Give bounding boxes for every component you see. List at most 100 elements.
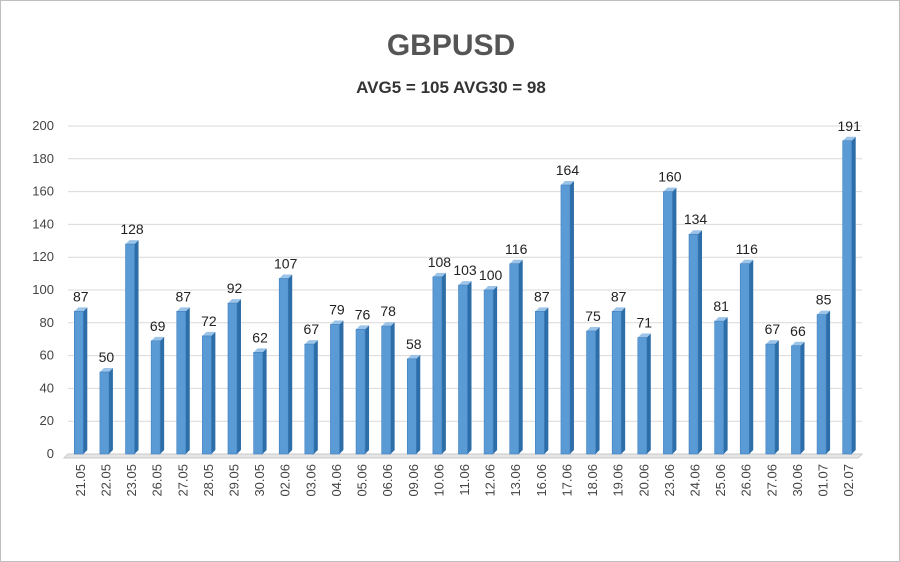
bar — [637, 337, 648, 455]
y-tick-label: 0 — [47, 446, 54, 461]
data-label: 87 — [175, 288, 191, 304]
x-tick-label: 03.06 — [303, 464, 318, 497]
bar-side — [416, 354, 421, 454]
bar — [739, 263, 750, 455]
x-tick-label: 06.06 — [380, 464, 395, 497]
data-label: 71 — [637, 315, 653, 331]
data-label: 116 — [505, 241, 528, 257]
bar-side — [160, 336, 165, 454]
bar-top — [484, 286, 498, 290]
y-tick-label: 20 — [40, 413, 54, 428]
x-tick-label: 30.05 — [252, 464, 267, 497]
data-label: 79 — [329, 301, 345, 317]
bar-side — [621, 307, 626, 454]
x-tick-label: 19.06 — [611, 464, 626, 497]
bar-side — [544, 307, 549, 454]
bar — [688, 233, 699, 455]
y-tick-label: 120 — [32, 249, 54, 264]
bar-top — [356, 325, 370, 330]
bar-side — [236, 299, 241, 454]
bar-top — [304, 340, 318, 345]
bar-side — [569, 181, 574, 455]
bar — [611, 311, 622, 455]
bar-side — [518, 259, 523, 454]
bar-side — [723, 317, 728, 454]
bar — [791, 345, 801, 455]
bar — [253, 352, 263, 455]
bar-top — [740, 259, 754, 264]
chart-subtitle: AVG5 = 105 AVG30 = 98 — [356, 78, 546, 97]
data-label: 134 — [684, 211, 708, 227]
x-tick-label: 20.06 — [636, 464, 651, 497]
chart-title: GBPUSD — [386, 29, 516, 62]
bar — [432, 276, 443, 455]
x-tick-label: 09.06 — [406, 464, 421, 497]
bar — [842, 140, 852, 455]
bar-side — [211, 331, 216, 454]
x-tick-label: 17.06 — [559, 464, 574, 497]
data-label: 107 — [274, 256, 298, 272]
data-label: 72 — [201, 313, 217, 329]
x-tick-label: 16.06 — [534, 464, 549, 497]
x-tick-label: 22.05 — [98, 464, 113, 497]
bar-top — [791, 341, 805, 346]
bar-top — [381, 322, 395, 327]
data-label: 85 — [816, 292, 832, 308]
x-tick-label: 25.06 — [713, 464, 728, 497]
bar-top — [842, 136, 856, 141]
data-label: 191 — [838, 118, 862, 134]
x-tick-label: 30.06 — [790, 464, 805, 497]
x-tick-label: 26.06 — [739, 464, 754, 497]
bar-side — [800, 341, 805, 454]
x-tick-label: 01.07 — [816, 464, 831, 497]
bar-side — [749, 259, 754, 454]
data-label: 128 — [120, 221, 144, 237]
bar-side — [390, 322, 395, 454]
data-label: 50 — [99, 349, 115, 365]
bar-side — [365, 325, 370, 454]
bar-side — [185, 307, 190, 454]
bar-top — [74, 307, 88, 312]
x-tick-label: 05.06 — [355, 464, 370, 497]
bar-top — [535, 307, 549, 312]
bar — [99, 371, 110, 455]
y-tick-label: 100 — [32, 282, 54, 297]
bar — [330, 324, 340, 455]
bar-top — [330, 320, 344, 325]
x-tick-label: 11.06 — [457, 464, 472, 496]
bar-side — [851, 136, 856, 454]
bar-side — [672, 187, 677, 454]
data-label: 87 — [611, 288, 627, 304]
data-label: 78 — [380, 303, 396, 319]
bar-top — [176, 307, 190, 312]
data-label: 67 — [304, 321, 320, 337]
bar — [202, 335, 212, 455]
data-label: 92 — [227, 280, 243, 296]
bar-side — [108, 368, 113, 454]
data-label: 116 — [736, 241, 759, 257]
bar — [355, 329, 366, 455]
bar — [458, 284, 468, 455]
bar — [176, 311, 187, 455]
data-label: 87 — [534, 288, 550, 304]
bar-top — [586, 327, 600, 331]
data-label: 164 — [556, 162, 580, 178]
bar-top — [637, 333, 651, 338]
bar-top — [689, 230, 703, 235]
x-tick-label: 18.06 — [585, 464, 600, 497]
x-tick-label: 23.05 — [124, 464, 139, 497]
bar-side — [826, 310, 831, 454]
data-label: 75 — [585, 308, 601, 324]
bar — [150, 340, 161, 455]
x-tick-label: 13.06 — [508, 464, 523, 497]
data-label: 58 — [406, 336, 422, 352]
data-label: 62 — [252, 329, 268, 345]
data-label: 81 — [713, 298, 729, 314]
bar-top — [227, 299, 241, 304]
bar-top — [509, 259, 523, 264]
bar-top — [407, 354, 421, 359]
bar-side — [134, 240, 139, 454]
y-tick-label: 160 — [32, 184, 54, 199]
x-tick-label: 21.05 — [73, 464, 88, 497]
